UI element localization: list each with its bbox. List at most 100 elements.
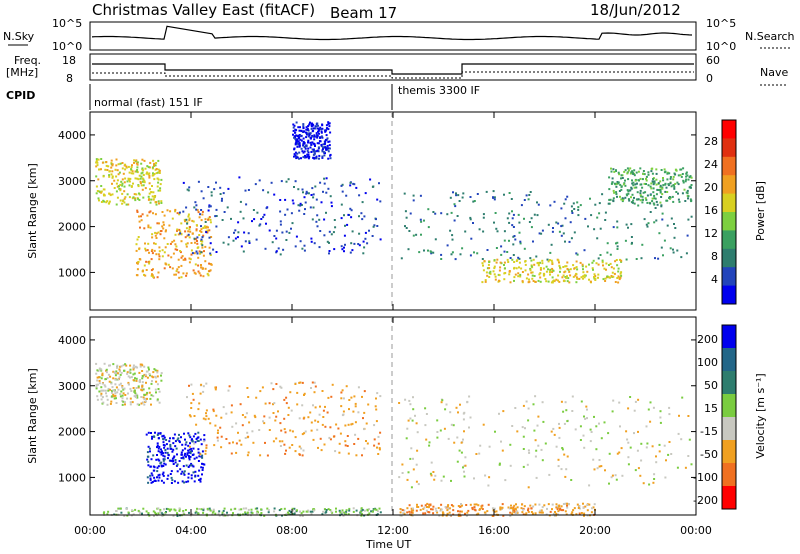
data-cell [168, 224, 171, 227]
data-cell [513, 261, 516, 263]
data-cell [545, 265, 548, 268]
data-cell [552, 227, 554, 229]
data-cell [153, 476, 156, 479]
data-cell [672, 184, 675, 187]
data-cell [155, 237, 158, 239]
data-cell [512, 235, 515, 238]
data-cell [161, 451, 163, 454]
data-cell [407, 419, 410, 422]
data-cell [643, 182, 646, 185]
data-cell [511, 425, 514, 427]
data-cell [482, 269, 485, 272]
data-cell [209, 218, 212, 221]
data-cell [163, 267, 166, 270]
data-cell [373, 508, 376, 511]
data-cell [371, 235, 374, 237]
data-cell [207, 274, 210, 277]
data-cell [566, 506, 569, 509]
data-cell [342, 397, 345, 400]
data-cell [522, 435, 525, 438]
data-cell [295, 235, 298, 238]
data-cell [608, 176, 611, 179]
data-cell [353, 395, 356, 398]
data-cell [270, 382, 273, 385]
data-cell [310, 421, 313, 424]
data-cell [473, 503, 476, 506]
data-cell [242, 250, 245, 253]
data-cell [152, 172, 154, 175]
colorbar-swatch [722, 394, 736, 418]
data-cell [247, 232, 250, 235]
data-cell [177, 437, 180, 440]
data-cell [593, 468, 596, 471]
data-cell [251, 220, 253, 223]
data-cell [620, 185, 623, 188]
data-cell [608, 188, 611, 191]
data-cell [180, 264, 183, 267]
data-cell [486, 274, 489, 277]
data-cell [114, 378, 117, 381]
data-cell [661, 218, 664, 221]
data-cell [591, 267, 594, 270]
data-cell [297, 204, 300, 207]
data-cell [324, 508, 326, 511]
data-cell [136, 211, 139, 213]
data-cell [302, 142, 305, 144]
data-cell [364, 192, 367, 195]
data-cell [114, 374, 117, 377]
data-cell [187, 449, 190, 452]
data-cell [566, 280, 569, 283]
data-cell [117, 378, 120, 381]
data-cell [617, 171, 620, 174]
data-cell [123, 185, 126, 188]
data-cell [162, 221, 165, 224]
data-cell [350, 423, 353, 426]
data-cell [634, 183, 637, 186]
data-cell [450, 253, 453, 256]
data-cell [586, 504, 589, 506]
data-cell [544, 442, 547, 445]
data-cell [150, 403, 152, 406]
data-cell [209, 252, 212, 255]
data-cell [279, 445, 282, 447]
data-cell [363, 390, 366, 393]
data-cell [138, 215, 140, 218]
data-cell [459, 514, 462, 517]
data-cell [548, 271, 551, 274]
data-cell [616, 452, 619, 455]
data-cell [185, 272, 188, 275]
data-cell [354, 421, 357, 424]
data-cell [176, 268, 179, 271]
data-cell [464, 512, 466, 515]
data-cell [294, 138, 297, 141]
data-cell [562, 232, 565, 235]
data-cell [661, 193, 664, 196]
data-cell [549, 273, 551, 276]
data-cell [622, 183, 625, 186]
data-cell [177, 481, 180, 484]
data-cell [616, 245, 619, 248]
data-cell [140, 175, 143, 178]
data-cell [305, 145, 308, 148]
data-cell [272, 403, 274, 406]
data-cell [256, 211, 259, 214]
data-cell [137, 509, 140, 512]
noise-sky-series [91, 25, 693, 41]
data-cell [354, 405, 357, 408]
data-cell [374, 405, 377, 408]
y-tick-label: 3000 [58, 380, 86, 393]
data-cell [592, 268, 594, 271]
data-cell [626, 189, 629, 192]
data-cell [100, 369, 103, 372]
data-cell [453, 441, 456, 444]
data-cell [115, 370, 118, 373]
data-cell [514, 407, 517, 409]
data-cell [492, 190, 495, 193]
data-cell [194, 511, 197, 514]
data-cell [603, 421, 606, 424]
colorbar-frame [721, 324, 737, 510]
data-cell [225, 412, 228, 415]
data-cell [654, 197, 657, 200]
data-cell [161, 211, 164, 213]
data-cell [173, 433, 176, 436]
